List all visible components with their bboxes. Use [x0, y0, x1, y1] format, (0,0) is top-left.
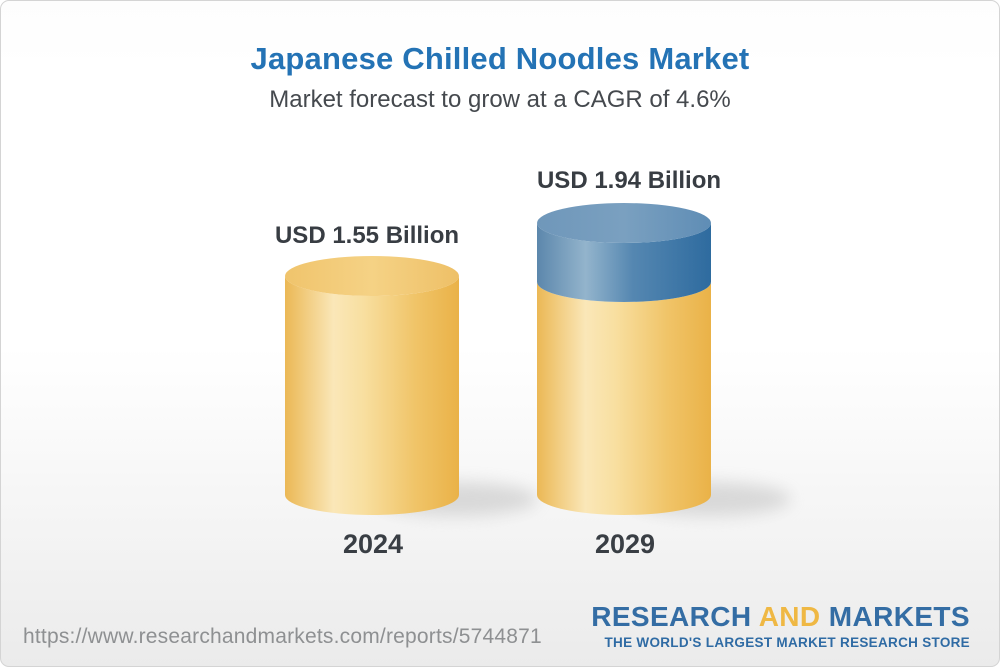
value-label-2029: USD 1.94 Billion [536, 167, 722, 194]
logo-word-research: RESEARCH [591, 601, 752, 632]
axis-label-2024: 2024 [342, 529, 404, 559]
page-subtitle: Market forecast to grow at a CAGR of 4.6… [269, 86, 731, 113]
logo-tagline: THE WORLD'S LARGEST MARKET RESEARCH STOR… [604, 634, 970, 650]
axis-label-2029: 2029 [594, 529, 656, 559]
page-title: Japanese Chilled Noodles Market [250, 41, 750, 76]
cylinder-2029 [537, 203, 711, 515]
logo-word-and: AND [758, 601, 821, 632]
report-url[interactable]: https://www.researchandmarkets.com/repor… [23, 625, 542, 648]
value-label-2024: USD 1.55 Billion [274, 222, 460, 249]
logo-wordmark: RESEARCH AND MARKETS [591, 601, 970, 633]
research-and-markets-logo[interactable]: RESEARCH AND MARKETS THE WORLD'S LARGEST… [591, 601, 970, 650]
cylinder-2024 [285, 256, 459, 515]
logo-word-markets: MARKETS [828, 601, 970, 632]
